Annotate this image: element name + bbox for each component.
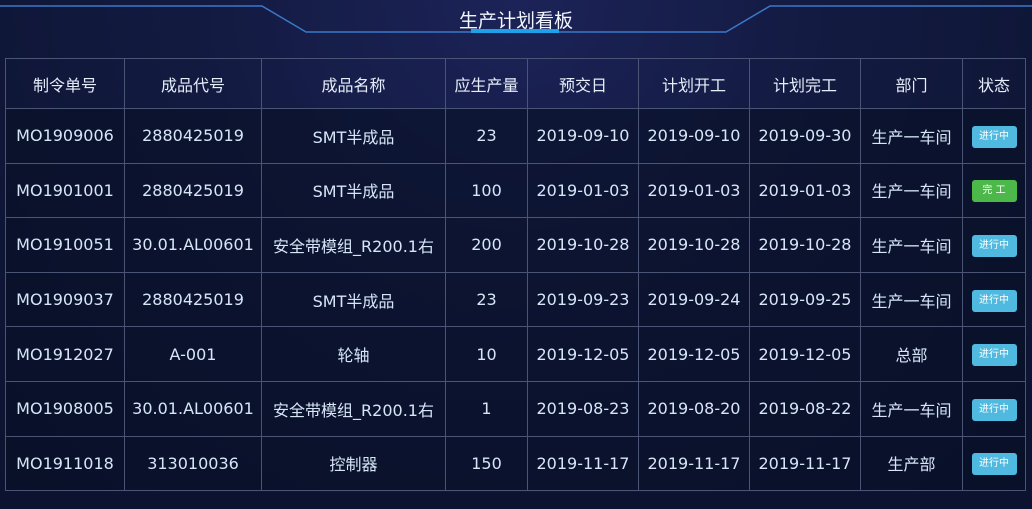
table-cell: MO1911018 <box>5 435 125 492</box>
table-row: MO1912027 A-001 轮轴 10 2019-12-05 2019-12-05 20… <box>5 326 1026 382</box>
table-cell: 30.01.AL00601 <box>124 380 262 437</box>
status-badge: 进行中 <box>971 234 1017 257</box>
status-cell: 进行中 <box>962 435 1026 492</box>
table-cell: 2019-08-22 <box>749 380 861 437</box>
table-cell: 生产一车间 <box>860 217 963 273</box>
table-row: MO1908005 30.01.AL00601 安全带模组_R200.1右 1 2019… <box>5 380 1026 437</box>
table-cell: 生产部 <box>860 435 963 492</box>
table-cell: 生产一车间 <box>860 108 963 164</box>
table-cell: 2019-11-17 <box>638 435 750 492</box>
table-cell: 2019-10-28 <box>638 217 750 273</box>
status-badge: 进行中 <box>971 289 1017 312</box>
column-header: 计划开工 <box>638 58 750 109</box>
column-header: 计划完工 <box>749 58 861 109</box>
table-cell: 2019-09-25 <box>749 271 861 328</box>
production-plan-table: 制令单号 成品代号 成品名称 应生产量 预交日 计划开工 计划完工 部门 状态 MO190900… <box>5 58 1026 492</box>
table-cell: 生产一车间 <box>860 380 963 437</box>
table-row: MO1910051 30.01.AL00601 安全带模组_R200.1右 200 20… <box>5 217 1026 273</box>
status-badge: 进行中 <box>971 398 1017 421</box>
status-badge: 进行中 <box>971 125 1017 148</box>
column-header: 预交日 <box>527 58 639 109</box>
table-cell: 200 <box>445 217 528 273</box>
table-cell: 安全带模组_R200.1右 <box>261 380 446 437</box>
table-cell: 安全带模组_R200.1右 <box>261 217 446 273</box>
table-cell: 2019-11-17 <box>749 435 861 492</box>
table-cell: MO1910051 <box>5 217 125 273</box>
table-cell: 2019-10-28 <box>749 217 861 273</box>
table-cell: MO1901001 <box>5 162 125 219</box>
status-badge: 进行中 <box>971 344 1017 367</box>
table-cell: 2019-09-30 <box>749 108 861 164</box>
status-cell: 进行中 <box>962 380 1026 437</box>
table-cell: 2019-01-03 <box>527 162 639 219</box>
table-cell: 2019-09-23 <box>527 271 639 328</box>
footer-band <box>0 492 1032 509</box>
table-cell: 2019-11-17 <box>527 435 639 492</box>
status-cell: 进行中 <box>962 217 1026 273</box>
table-cell: 10 <box>445 326 528 382</box>
table-cell: SMT半成品 <box>261 271 446 328</box>
table-cell: 总部 <box>860 326 963 382</box>
table-cell: SMT半成品 <box>261 108 446 164</box>
column-header: 应生产量 <box>445 58 528 109</box>
status-cell: 进行中 <box>962 326 1026 382</box>
table-cell: 2019-01-03 <box>749 162 861 219</box>
table-header: 制令单号 成品代号 成品名称 应生产量 预交日 计划开工 计划完工 部门 状态 <box>5 58 1026 109</box>
table-cell: 生产一车间 <box>860 162 963 219</box>
status-badge: 完 工 <box>971 180 1017 203</box>
table-cell: SMT半成品 <box>261 162 446 219</box>
table-cell: 150 <box>445 435 528 492</box>
status-badge: 进行中 <box>971 453 1017 476</box>
table-cell: 313010036 <box>124 435 262 492</box>
table-row: MO1911018 313010036 控制器 150 2019-11-17 2019-1… <box>5 435 1026 492</box>
status-cell: 进行中 <box>962 108 1026 164</box>
table-cell: 2019-12-05 <box>749 326 861 382</box>
table-row: MO1901001 2880425019 SMT半成品 100 2019-01-03 20… <box>5 162 1026 219</box>
column-header: 制令单号 <box>5 58 125 109</box>
table-cell: 2019-12-05 <box>638 326 750 382</box>
table-row: MO1909006 2880425019 SMT半成品 23 2019-09-10 201… <box>5 108 1026 164</box>
table-cell: 生产一车间 <box>860 271 963 328</box>
table-cell: 2880425019 <box>124 162 262 219</box>
table-cell: MO1909006 <box>5 108 125 164</box>
table-cell: 23 <box>445 271 528 328</box>
header-frame <box>0 5 1032 33</box>
table-cell: MO1908005 <box>5 380 125 437</box>
column-header: 部门 <box>860 58 963 109</box>
table-cell: A-001 <box>124 326 262 382</box>
table-cell: 2880425019 <box>124 108 262 164</box>
table-cell: 2019-01-03 <box>638 162 750 219</box>
table-cell: 30.01.AL00601 <box>124 217 262 273</box>
table-cell: 2019-12-05 <box>527 326 639 382</box>
table-cell: 2019-08-23 <box>527 380 639 437</box>
table-cell: 23 <box>445 108 528 164</box>
table-cell: 2880425019 <box>124 271 262 328</box>
table-cell: MO1909037 <box>5 271 125 328</box>
table-cell: 2019-09-24 <box>638 271 750 328</box>
table-cell: 轮轴 <box>261 326 446 382</box>
table-cell: MO1912027 <box>5 326 125 382</box>
table-cell: 2019-08-20 <box>638 380 750 437</box>
table-cell: 2019-09-10 <box>527 108 639 164</box>
page-title: 生产计划看板 <box>458 10 573 32</box>
column-header: 状态 <box>962 58 1026 109</box>
column-header: 成品代号 <box>124 58 262 109</box>
status-cell: 进行中 <box>962 271 1026 328</box>
table-cell: 2019-10-28 <box>527 217 639 273</box>
table-cell: 2019-09-10 <box>638 108 750 164</box>
status-cell: 完 工 <box>962 162 1026 219</box>
column-header: 成品名称 <box>261 58 446 109</box>
table-cell: 控制器 <box>261 435 446 492</box>
table-row: MO1909037 2880425019 SMT半成品 23 2019-09-23 201… <box>5 271 1026 328</box>
table-cell: 1 <box>445 380 528 437</box>
table-cell: 100 <box>445 162 528 219</box>
